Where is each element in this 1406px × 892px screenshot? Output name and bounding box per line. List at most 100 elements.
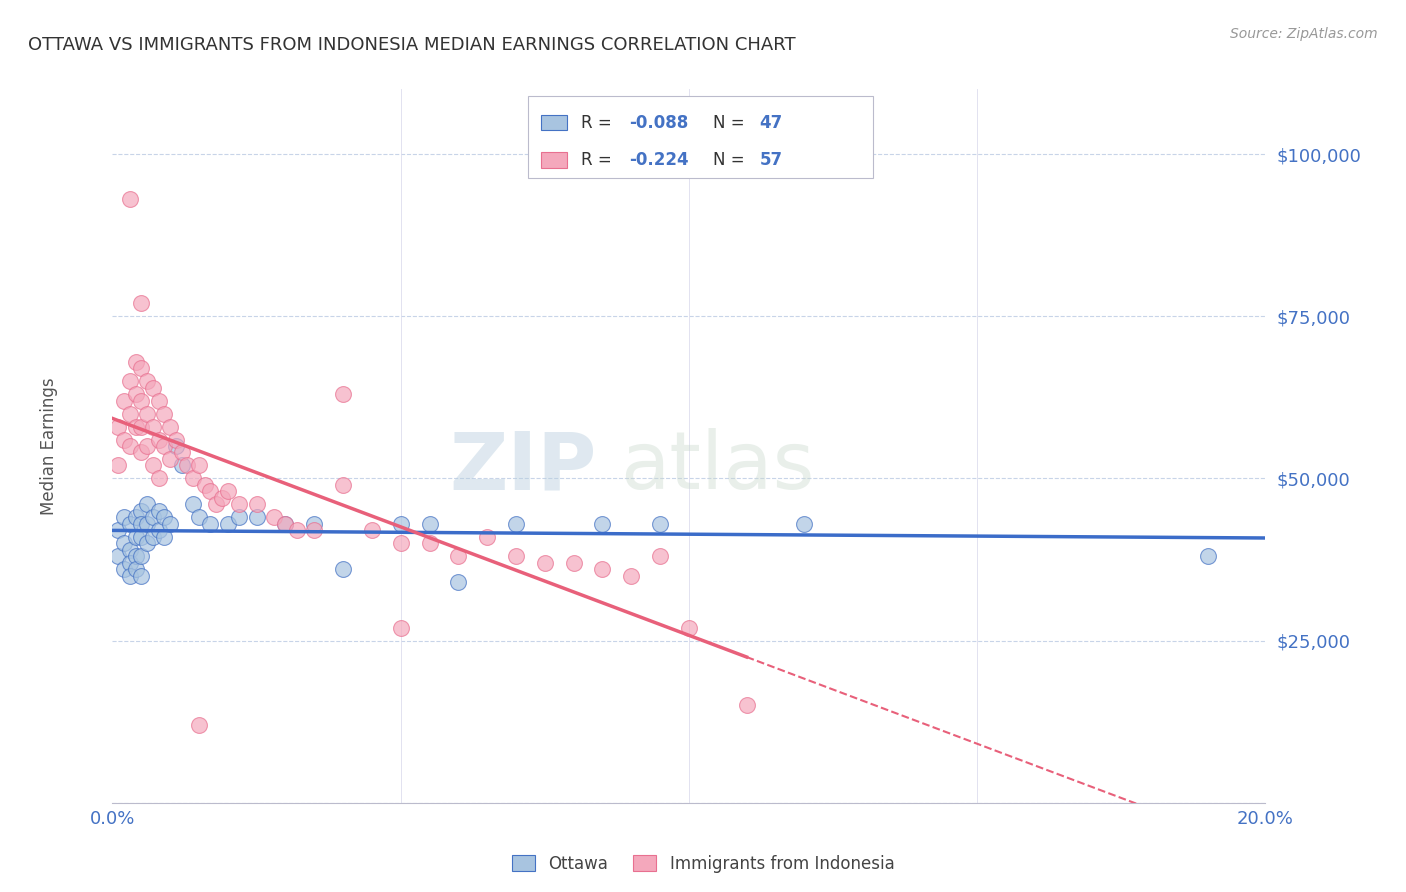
Text: 57: 57 <box>759 152 782 169</box>
Point <box>245 497 267 511</box>
Point <box>107 524 129 538</box>
Point <box>136 497 159 511</box>
Point <box>142 510 165 524</box>
Point <box>136 516 159 531</box>
Point <box>129 568 153 582</box>
Point <box>129 530 153 544</box>
Point <box>112 562 135 576</box>
Point <box>124 562 146 576</box>
Text: -0.224: -0.224 <box>628 152 689 169</box>
Point <box>228 510 250 524</box>
Point <box>170 445 193 459</box>
Point <box>793 516 815 531</box>
Text: -0.088: -0.088 <box>628 113 689 132</box>
Point <box>447 575 470 590</box>
Point <box>274 516 297 531</box>
Point <box>176 458 198 473</box>
FancyBboxPatch shape <box>541 153 567 169</box>
Point <box>332 387 354 401</box>
Point <box>332 562 354 576</box>
Point <box>153 407 176 421</box>
Point <box>148 393 170 408</box>
Point <box>188 718 211 732</box>
Point <box>112 510 135 524</box>
Point <box>153 510 176 524</box>
Point <box>148 504 170 518</box>
Point <box>107 549 129 564</box>
Point <box>107 458 129 473</box>
Text: R =: R = <box>581 152 617 169</box>
Point <box>389 536 412 550</box>
Text: N =: N = <box>713 152 749 169</box>
Point <box>735 698 758 713</box>
Point <box>194 478 217 492</box>
Point <box>304 516 326 531</box>
Point <box>217 516 239 531</box>
Point <box>181 471 204 485</box>
Point <box>245 510 267 524</box>
Point <box>188 458 211 473</box>
Point <box>332 478 354 492</box>
Point <box>592 562 614 576</box>
Point <box>505 549 527 564</box>
Point <box>118 439 141 453</box>
FancyBboxPatch shape <box>527 96 873 178</box>
Point <box>118 542 141 557</box>
Point <box>217 484 239 499</box>
Point <box>118 374 141 388</box>
Point <box>211 491 233 505</box>
Point <box>136 407 159 421</box>
Point <box>648 516 672 531</box>
Point <box>118 556 141 570</box>
Text: 47: 47 <box>759 113 783 132</box>
Point <box>1197 549 1219 564</box>
Point <box>159 516 181 531</box>
Point <box>118 193 141 207</box>
Point <box>124 387 146 401</box>
Point <box>389 516 412 531</box>
Text: ZIP: ZIP <box>450 428 596 507</box>
Point <box>129 504 153 518</box>
Point <box>118 568 141 582</box>
Point <box>136 439 159 453</box>
Point <box>592 516 614 531</box>
Point <box>148 471 170 485</box>
Point <box>136 374 159 388</box>
Point <box>562 556 585 570</box>
Point <box>285 524 308 538</box>
Point <box>136 536 159 550</box>
Point <box>170 458 193 473</box>
Point <box>165 439 187 453</box>
Point <box>142 381 165 395</box>
Legend: Ottawa, Immigrants from Indonesia: Ottawa, Immigrants from Indonesia <box>505 848 901 880</box>
Point <box>129 296 153 310</box>
Point <box>124 510 146 524</box>
Point <box>112 536 135 550</box>
Point <box>129 419 153 434</box>
Point <box>129 445 153 459</box>
Point <box>475 530 498 544</box>
Point <box>389 621 412 635</box>
Point <box>200 484 222 499</box>
Point <box>678 621 700 635</box>
Point <box>533 556 555 570</box>
FancyBboxPatch shape <box>541 115 567 130</box>
Point <box>263 510 285 524</box>
Point <box>112 433 135 447</box>
Point <box>188 510 211 524</box>
Text: OTTAWA VS IMMIGRANTS FROM INDONESIA MEDIAN EARNINGS CORRELATION CHART: OTTAWA VS IMMIGRANTS FROM INDONESIA MEDI… <box>28 36 796 54</box>
Text: Median Earnings: Median Earnings <box>39 377 58 515</box>
Point <box>648 549 672 564</box>
Point <box>419 516 441 531</box>
Point <box>505 516 527 531</box>
Point <box>124 549 146 564</box>
Point <box>124 419 146 434</box>
Text: Source: ZipAtlas.com: Source: ZipAtlas.com <box>1230 27 1378 41</box>
Point <box>153 530 176 544</box>
Text: R =: R = <box>581 113 617 132</box>
Point <box>118 407 141 421</box>
Point <box>419 536 441 550</box>
Point <box>274 516 297 531</box>
Point <box>148 433 170 447</box>
Point <box>159 419 181 434</box>
